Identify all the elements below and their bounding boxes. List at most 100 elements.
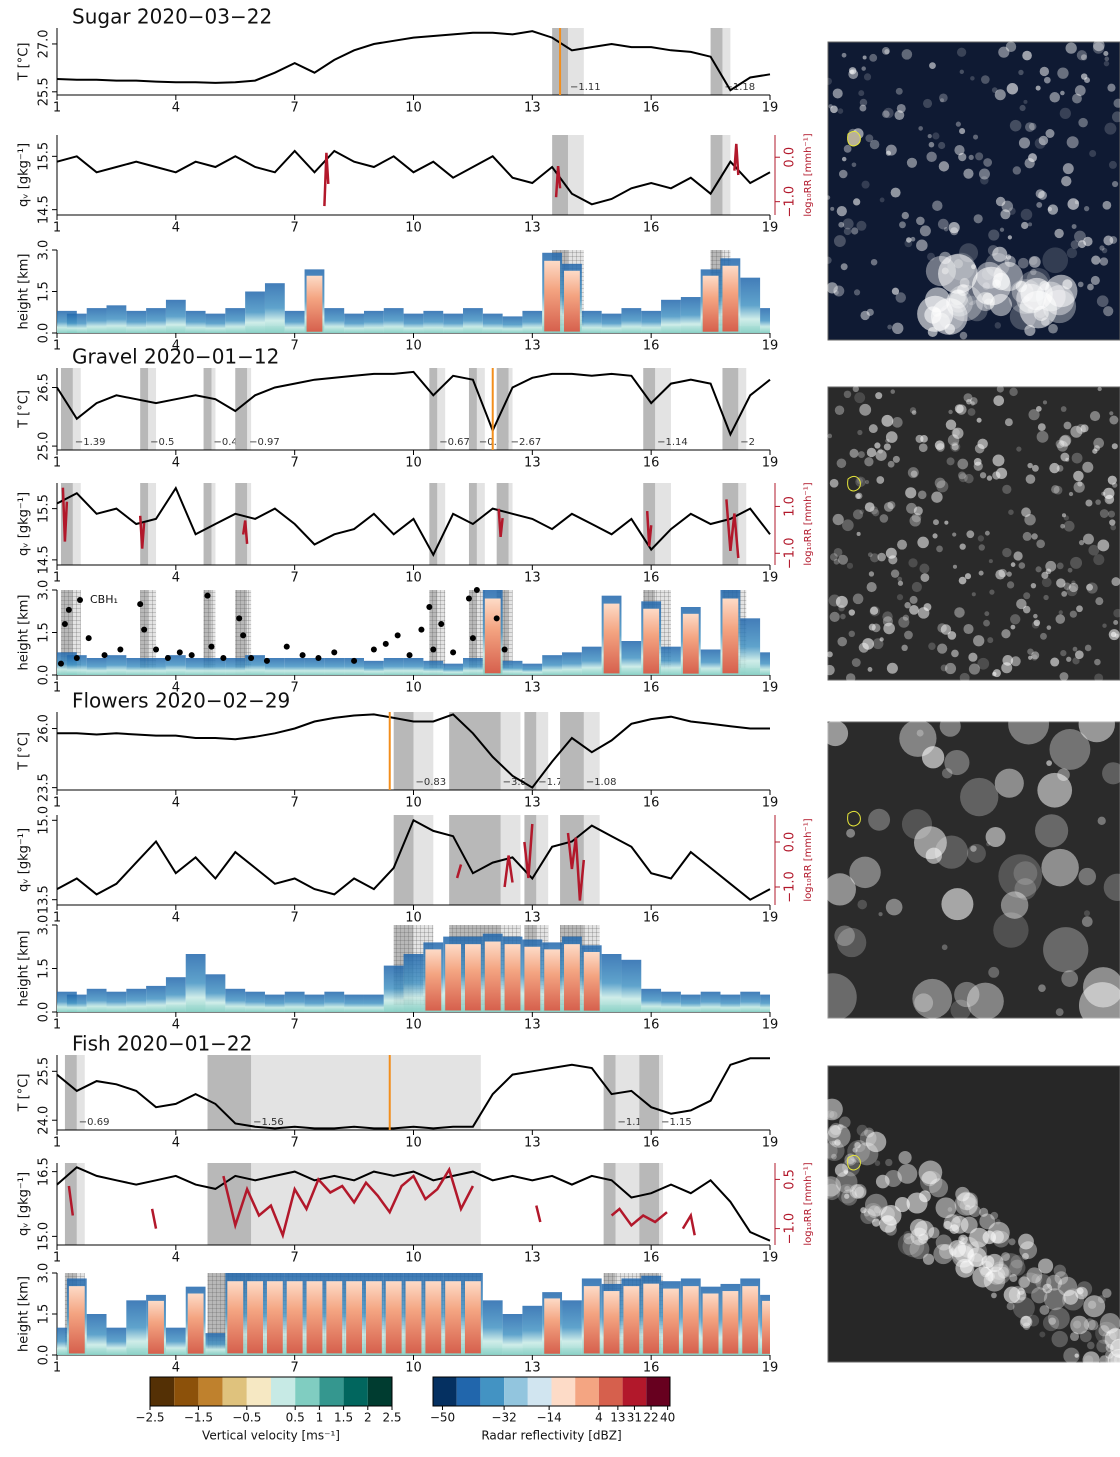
y-tick-label: 0.0	[37, 665, 52, 686]
echo-column	[562, 652, 582, 675]
cloud	[865, 134, 874, 143]
x-tick-label: 7	[291, 339, 299, 354]
colorbar-cell	[646, 1377, 670, 1406]
cloud	[857, 451, 865, 459]
cloud	[914, 993, 934, 1013]
cloud	[877, 448, 883, 454]
echo-column	[126, 1300, 147, 1355]
echo-core	[306, 275, 323, 332]
cloud	[1102, 623, 1107, 628]
cbh-point	[141, 626, 148, 633]
y-tick-label: 26.5	[37, 373, 52, 402]
cloud	[970, 401, 975, 406]
cloud	[837, 927, 867, 958]
panel: 1 4 7 10 13 16 19 0.0 1.5 3.0 height [km] CBH₁	[17, 580, 779, 696]
cloud	[955, 121, 961, 127]
cloud	[1041, 317, 1050, 326]
cloud	[1087, 1319, 1099, 1331]
cloud	[936, 545, 943, 553]
cloud	[954, 404, 964, 414]
recovery-shade	[211, 368, 216, 450]
echo-core	[445, 1281, 462, 1354]
cloud	[840, 263, 848, 271]
echo-core	[564, 944, 580, 1011]
cloud	[1036, 539, 1046, 549]
cloud	[1087, 283, 1094, 291]
cloud	[860, 1207, 867, 1214]
island-outline	[847, 1154, 861, 1171]
cloud	[943, 1220, 952, 1230]
cloud	[968, 1205, 981, 1218]
cloud	[1061, 175, 1072, 187]
cloud	[967, 408, 976, 416]
y2-tick-label: 0.0	[783, 147, 798, 168]
echo-column	[760, 652, 770, 675]
echo-core	[544, 260, 561, 332]
echo-core	[484, 941, 501, 1011]
cloud	[1108, 1327, 1120, 1341]
cloud	[897, 1233, 920, 1256]
y2-axis-label: log₁₀RR [mmh⁻¹]	[803, 133, 814, 216]
cloud	[1099, 1355, 1110, 1365]
cloud	[983, 158, 993, 167]
cloud	[822, 720, 849, 747]
cloud	[992, 454, 1005, 467]
cloud	[973, 635, 985, 647]
cloud	[902, 614, 910, 621]
cloud	[1037, 772, 1073, 808]
cloud	[1035, 189, 1045, 199]
cloud	[1074, 85, 1086, 96]
cloud	[1078, 117, 1088, 128]
x-tick-label: 4	[172, 339, 180, 354]
cloud	[940, 624, 952, 635]
cbh-point	[469, 635, 476, 642]
x-tick-label: 16	[643, 681, 660, 696]
cold-pool-shade	[560, 712, 584, 790]
panel: 1 4 7 10 13 16 19 0.0 1.5 3.0 height [km]	[17, 1263, 779, 1376]
cloud	[933, 519, 939, 526]
cold-pool-hatch	[203, 590, 216, 675]
echo-core	[365, 1281, 382, 1354]
cloud	[1024, 296, 1030, 302]
echo-column	[760, 308, 770, 333]
cloud	[1060, 452, 1070, 462]
cloud	[1102, 1288, 1112, 1298]
island-outline	[847, 475, 861, 492]
cloud	[906, 157, 918, 168]
echo-column	[304, 658, 325, 675]
echo-core	[227, 1281, 244, 1354]
cloud	[963, 393, 973, 403]
cloud	[870, 258, 878, 266]
cloud	[926, 151, 937, 163]
echo-core	[286, 1281, 303, 1354]
cbh-point	[438, 621, 445, 627]
echo-core	[266, 1281, 283, 1354]
cloud	[1097, 816, 1106, 825]
cold-pool-label: −0.89	[479, 437, 510, 448]
cloud	[1060, 434, 1072, 446]
colorbar-tick-label: 1	[316, 1411, 324, 1425]
x-tick-label: 16	[643, 1361, 660, 1376]
recovery-shade	[251, 1055, 481, 1130]
colorbar-cell	[433, 1377, 457, 1406]
echo-column	[264, 283, 285, 333]
cloud	[1041, 848, 1079, 887]
cloud	[1043, 594, 1049, 601]
cloud	[1057, 1276, 1078, 1297]
cloud	[855, 1142, 879, 1166]
cbh-point	[426, 604, 433, 610]
cloud	[1013, 861, 1038, 885]
echo-core	[68, 1286, 85, 1354]
y-tick-label: 26.0	[37, 714, 52, 743]
cloud	[1111, 443, 1118, 450]
echo-column	[720, 994, 741, 1012]
recovery-shade	[76, 1055, 85, 1130]
cloud	[956, 47, 967, 57]
y-tick-label: 15.0	[37, 1222, 52, 1251]
echo-column	[463, 308, 483, 333]
cloud	[892, 455, 900, 463]
cloud	[837, 1123, 844, 1130]
cloud	[849, 448, 859, 458]
x-tick-label: 10	[405, 1251, 422, 1266]
